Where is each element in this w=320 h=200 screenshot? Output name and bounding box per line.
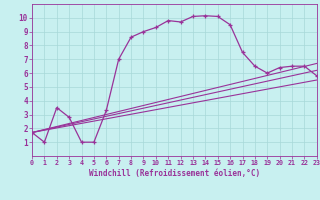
X-axis label: Windchill (Refroidissement éolien,°C): Windchill (Refroidissement éolien,°C): [89, 169, 260, 178]
